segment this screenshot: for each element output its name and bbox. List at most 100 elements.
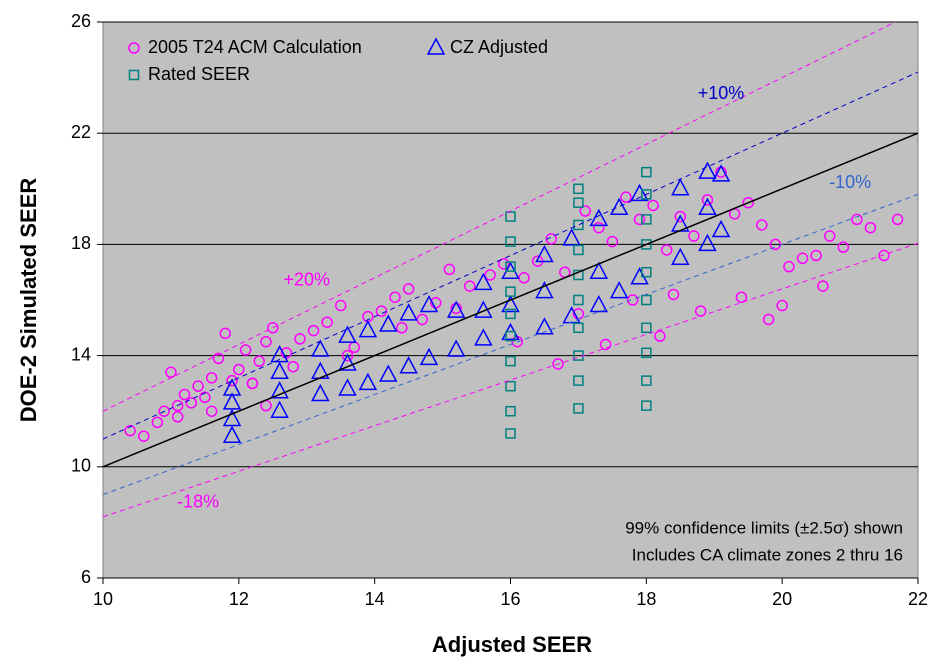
point [562, 228, 581, 246]
point [334, 299, 347, 312]
reference-label: -18% [177, 492, 219, 512]
point [222, 392, 242, 410]
point [171, 411, 184, 423]
point [823, 230, 836, 242]
point [573, 322, 584, 334]
point [535, 281, 554, 299]
annotation: Includes CA climate zones 2 thru 16 [632, 545, 903, 564]
reference-line [103, 193, 918, 496]
x-tick-label: 20 [772, 589, 792, 609]
x-tick-label: 18 [636, 589, 656, 609]
point [178, 388, 191, 401]
point [338, 325, 357, 343]
legend-label: CZ Adjusted [450, 37, 548, 57]
y-axis-label: DOE-2 Simulated SEER [16, 178, 41, 423]
y-tick-label: 10 [71, 456, 91, 476]
point [609, 281, 629, 299]
point [270, 400, 289, 418]
point [389, 291, 401, 303]
point [641, 294, 652, 306]
point [573, 219, 584, 231]
point [151, 416, 164, 429]
point [464, 280, 476, 292]
point [641, 347, 652, 359]
point [641, 166, 652, 178]
legend-marker [426, 37, 446, 55]
point [253, 355, 265, 367]
point [396, 322, 408, 334]
point [783, 260, 795, 273]
point [864, 221, 877, 234]
reference-label: +10% [698, 83, 745, 103]
point [627, 294, 639, 306]
point [124, 424, 136, 437]
point [698, 161, 717, 179]
point [810, 249, 822, 262]
point [641, 214, 652, 225]
point [399, 356, 418, 374]
point [260, 335, 272, 348]
reference-label: +20% [283, 269, 330, 289]
point [620, 191, 632, 203]
x-tick-label: 10 [93, 589, 113, 609]
point [593, 221, 605, 234]
point [573, 269, 584, 281]
point [270, 345, 289, 363]
point [205, 405, 218, 417]
point [796, 252, 809, 265]
point [641, 189, 652, 200]
point [358, 372, 378, 391]
y-tick-label: 18 [71, 233, 91, 253]
point [338, 378, 357, 396]
point [535, 244, 554, 263]
x-tick-label: 14 [365, 589, 385, 609]
point [311, 339, 330, 357]
point [711, 219, 731, 238]
point [505, 428, 516, 439]
point [379, 314, 398, 332]
point [674, 210, 687, 223]
reference-line [103, 132, 918, 468]
legend-label: Rated SEER [148, 64, 250, 84]
point [654, 330, 666, 342]
plot-content [103, 22, 918, 518]
point [735, 291, 748, 303]
point [599, 338, 612, 351]
annotation: 99% confidence limits (±2.5σ) shown [625, 518, 903, 537]
point [698, 233, 717, 252]
point [606, 235, 619, 248]
point [446, 339, 466, 357]
point [701, 194, 714, 206]
point [484, 269, 496, 281]
point [776, 299, 788, 312]
point [630, 183, 649, 202]
point [505, 380, 516, 392]
point [287, 360, 299, 373]
point [756, 219, 768, 231]
point [474, 328, 493, 346]
point [641, 239, 652, 250]
point [338, 353, 357, 371]
point [545, 233, 557, 245]
point [573, 197, 584, 208]
point [307, 324, 320, 337]
y-tick-label: 6 [81, 567, 91, 587]
point [505, 405, 516, 417]
point [552, 358, 564, 370]
point [671, 178, 690, 196]
point [402, 283, 415, 295]
point [851, 213, 863, 226]
x-tick-label: 12 [229, 589, 249, 609]
point [321, 316, 333, 328]
point [667, 288, 680, 301]
point [505, 330, 516, 342]
point [742, 196, 754, 209]
point [165, 366, 177, 379]
legend-marker [128, 69, 140, 81]
point [311, 383, 330, 402]
point [446, 300, 466, 318]
point [817, 280, 829, 292]
y-tick-label: 26 [71, 11, 91, 31]
point [505, 211, 516, 222]
